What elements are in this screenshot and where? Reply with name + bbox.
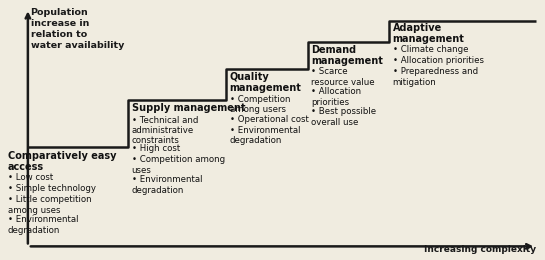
Text: • Environmental
degradation: • Environmental degradation: [132, 176, 202, 195]
Text: • Preparedness and
mitigation: • Preparedness and mitigation: [392, 68, 478, 87]
Text: Quality
management: Quality management: [229, 72, 301, 93]
Text: • Best possible
overall use: • Best possible overall use: [311, 107, 376, 127]
Text: Supply management: Supply management: [132, 103, 245, 113]
Text: • Competition
among users: • Competition among users: [229, 95, 290, 114]
Text: • Competition among
uses: • Competition among uses: [132, 155, 225, 175]
Text: • High cost: • High cost: [132, 144, 180, 153]
Text: • Low cost: • Low cost: [8, 173, 53, 183]
Text: • Operational cost: • Operational cost: [229, 115, 308, 123]
Text: • Little competition
among uses: • Little competition among uses: [8, 196, 92, 215]
Text: • Scarce
resource value: • Scarce resource value: [311, 67, 375, 87]
Text: Increasing complexity: Increasing complexity: [424, 245, 536, 254]
Text: • Technical and
administrative
constraints: • Technical and administrative constrain…: [132, 115, 198, 145]
Text: • Allocation
priorities: • Allocation priorities: [311, 87, 361, 107]
Text: Demand
management: Demand management: [311, 45, 383, 66]
Text: Adaptive
management: Adaptive management: [392, 23, 464, 44]
Text: Population
increase in
relation to
water availability: Population increase in relation to water…: [31, 9, 124, 50]
Text: • Simple technology: • Simple technology: [8, 185, 96, 193]
Text: • Climate change: • Climate change: [392, 46, 468, 54]
Text: • Allocation priorities: • Allocation priorities: [392, 56, 483, 66]
Text: • Environmental
degradation: • Environmental degradation: [8, 216, 78, 235]
Text: Comparatively easy
access: Comparatively easy access: [8, 151, 116, 172]
Text: • Environmental
degradation: • Environmental degradation: [229, 126, 300, 145]
